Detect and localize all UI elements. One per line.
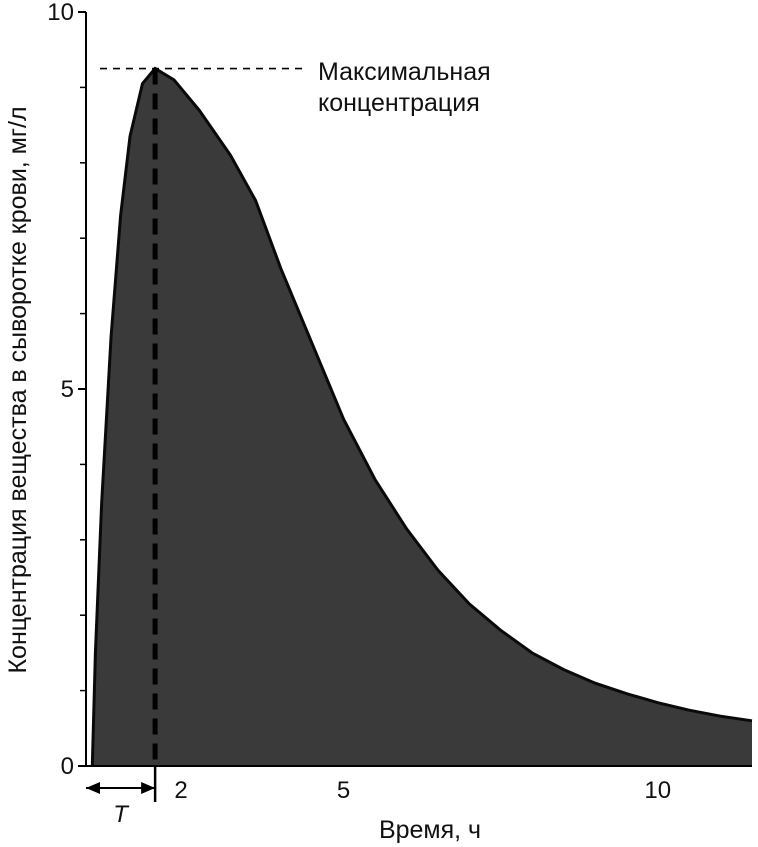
- x-axis-ticks: 2 5 10: [174, 777, 671, 804]
- y-axis-ticks: 0 5 10: [47, 0, 86, 780]
- peak-annotation-line2: концентрация: [318, 89, 480, 117]
- plot-area: [90, 66, 753, 767]
- axes: 0 5 10 2 5 10: [47, 0, 752, 804]
- y-tick-label: 5: [61, 376, 74, 403]
- peak-annotation-line1: Максимальная: [318, 58, 491, 86]
- concentration-curve: [90, 66, 753, 767]
- x-tick-label: 10: [644, 777, 671, 804]
- lag-time-label: T: [113, 801, 130, 828]
- y-tick-label: 0: [61, 753, 74, 780]
- lag-arrow-left-head: [86, 782, 100, 794]
- x-tick-label: 2: [174, 777, 187, 804]
- y-tick-label: 10: [47, 0, 74, 26]
- y-axis-title: Концентрация вещества в сыворотке крови,…: [4, 106, 32, 673]
- lag-arrow-right-head: [141, 782, 156, 794]
- concentration-area: [92, 68, 752, 766]
- x-axis-title: Время, ч: [379, 816, 481, 844]
- lag-time-marker: T: [86, 766, 157, 828]
- x-tick-label: 5: [337, 777, 350, 804]
